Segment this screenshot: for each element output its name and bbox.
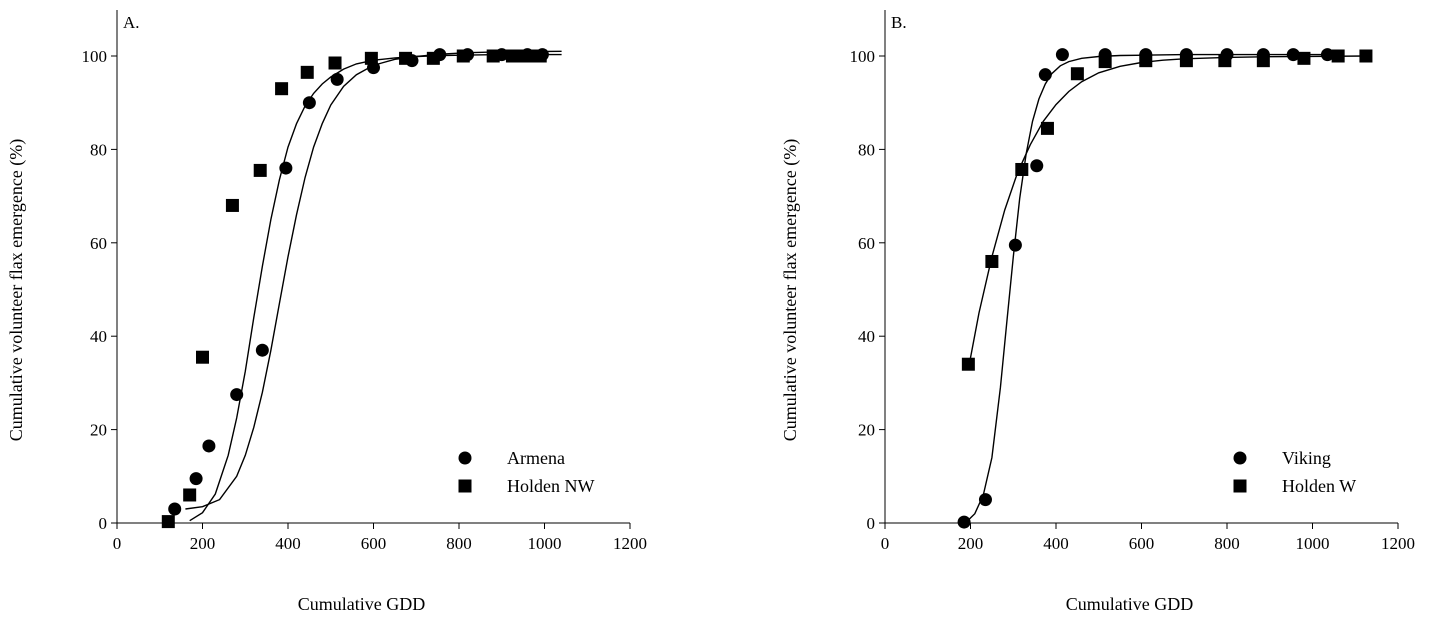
data-point-holden-nw [300, 65, 314, 79]
data-point-viking [1055, 48, 1069, 62]
x-tick-label: 200 [958, 534, 984, 553]
x-tick-label: 400 [1043, 534, 1069, 553]
data-point-holden-nw [275, 82, 289, 96]
legend-label: Holden NW [507, 476, 594, 496]
x-tick-label: 800 [446, 534, 472, 553]
legend-label: Viking [1282, 448, 1331, 468]
panel-label: A. [123, 13, 140, 32]
fit-curve-armena [189, 53, 562, 522]
data-point-viking [1286, 48, 1300, 62]
x-tick-label: 200 [190, 534, 216, 553]
data-point-holden-nw [253, 163, 267, 177]
data-point-holden-nw [486, 49, 500, 63]
data-point-armena [279, 161, 293, 175]
data-point-armena [255, 343, 269, 357]
data-point-viking [1030, 159, 1044, 173]
legend-label: Holden W [1282, 476, 1356, 496]
data-point-viking [1038, 68, 1052, 82]
legend-marker-square [1233, 479, 1247, 493]
data-point-holden-w [985, 254, 999, 268]
legend-marker-circle [458, 451, 472, 465]
data-point-holden-nw [514, 49, 528, 63]
data-point-holden-w [1359, 49, 1373, 63]
y-tick-label: 0 [867, 514, 876, 533]
fit-curve-holden-w [967, 55, 1366, 370]
x-tick-label: 1200 [613, 534, 647, 553]
y-tick-label: 100 [850, 47, 876, 66]
data-point-holden-w [1256, 54, 1270, 68]
data-point-armena [168, 502, 182, 516]
data-point-viking [978, 493, 992, 507]
data-point-viking [957, 515, 971, 529]
x-tick-label: 1000 [1296, 534, 1330, 553]
y-axis-title: Cumulative volunteer flax emergence (%) [780, 139, 801, 442]
data-point-holden-nw [426, 51, 440, 65]
data-point-armena [302, 96, 316, 110]
y-tick-label: 60 [858, 234, 875, 253]
y-tick-label: 80 [90, 140, 107, 159]
data-point-holden-w [1139, 54, 1153, 68]
fit-curve-holden-nw [185, 50, 562, 510]
data-point-holden-nw [533, 49, 547, 63]
legend-label: Armena [507, 448, 565, 468]
x-tick-label: 1200 [1381, 534, 1415, 553]
data-point-holden-w [1297, 51, 1311, 65]
data-point-holden-nw [183, 488, 197, 502]
data-point-holden-nw [456, 49, 470, 63]
y-axis-title: Cumulative volunteer flax emergence (%) [6, 139, 27, 442]
y-tick-label: 40 [90, 327, 107, 346]
y-tick-label: 40 [858, 327, 875, 346]
data-point-holden-w [1331, 49, 1345, 63]
panel-label: B. [891, 13, 907, 32]
data-point-armena [189, 472, 203, 486]
data-point-armena [202, 439, 216, 453]
y-tick-label: 20 [90, 421, 107, 440]
x-tick-label: 600 [361, 534, 387, 553]
x-tick-label: 0 [881, 534, 890, 553]
x-tick-label: 1000 [528, 534, 562, 553]
data-point-holden-nw [161, 515, 175, 529]
data-point-holden-nw [225, 198, 239, 212]
data-point-holden-w [1098, 55, 1112, 69]
x-tick-label: 0 [113, 534, 122, 553]
y-tick-label: 0 [99, 514, 108, 533]
data-point-holden-w [1218, 54, 1232, 68]
y-tick-label: 100 [82, 47, 108, 66]
data-point-holden-nw [328, 56, 342, 70]
y-tick-label: 60 [90, 234, 107, 253]
data-point-viking [1008, 238, 1022, 252]
legend-marker-circle [1233, 451, 1247, 465]
data-point-holden-w [1040, 121, 1054, 135]
data-point-viking [1320, 48, 1334, 62]
x-axis-title: Cumulative GDD [298, 594, 426, 614]
data-point-holden-w [1015, 162, 1029, 176]
y-tick-label: 20 [858, 421, 875, 440]
data-point-armena [230, 388, 244, 402]
chart-panel-a: 0 200 400 600 800 1000 1200 0 20 40 60 80 100 A. Cumul… [6, 10, 647, 614]
data-point-holden-nw [196, 350, 209, 364]
legend-marker-square [458, 479, 472, 493]
x-tick-label: 800 [1214, 534, 1240, 553]
x-axis-title: Cumulative GDD [1066, 594, 1194, 614]
data-point-holden-nw [364, 51, 378, 65]
data-point-holden-w [1070, 67, 1084, 81]
data-point-holden-nw [399, 51, 413, 65]
data-point-holden-w [961, 357, 975, 371]
chart-panel-b: 0 200 400 600 800 1000 1200 0 20 40 60 80 100 B. Cumul… [780, 10, 1415, 614]
data-point-holden-w [1179, 54, 1193, 68]
y-tick-label: 80 [858, 140, 875, 159]
x-tick-label: 400 [275, 534, 301, 553]
data-point-armena [330, 72, 344, 86]
x-tick-label: 600 [1129, 534, 1155, 553]
